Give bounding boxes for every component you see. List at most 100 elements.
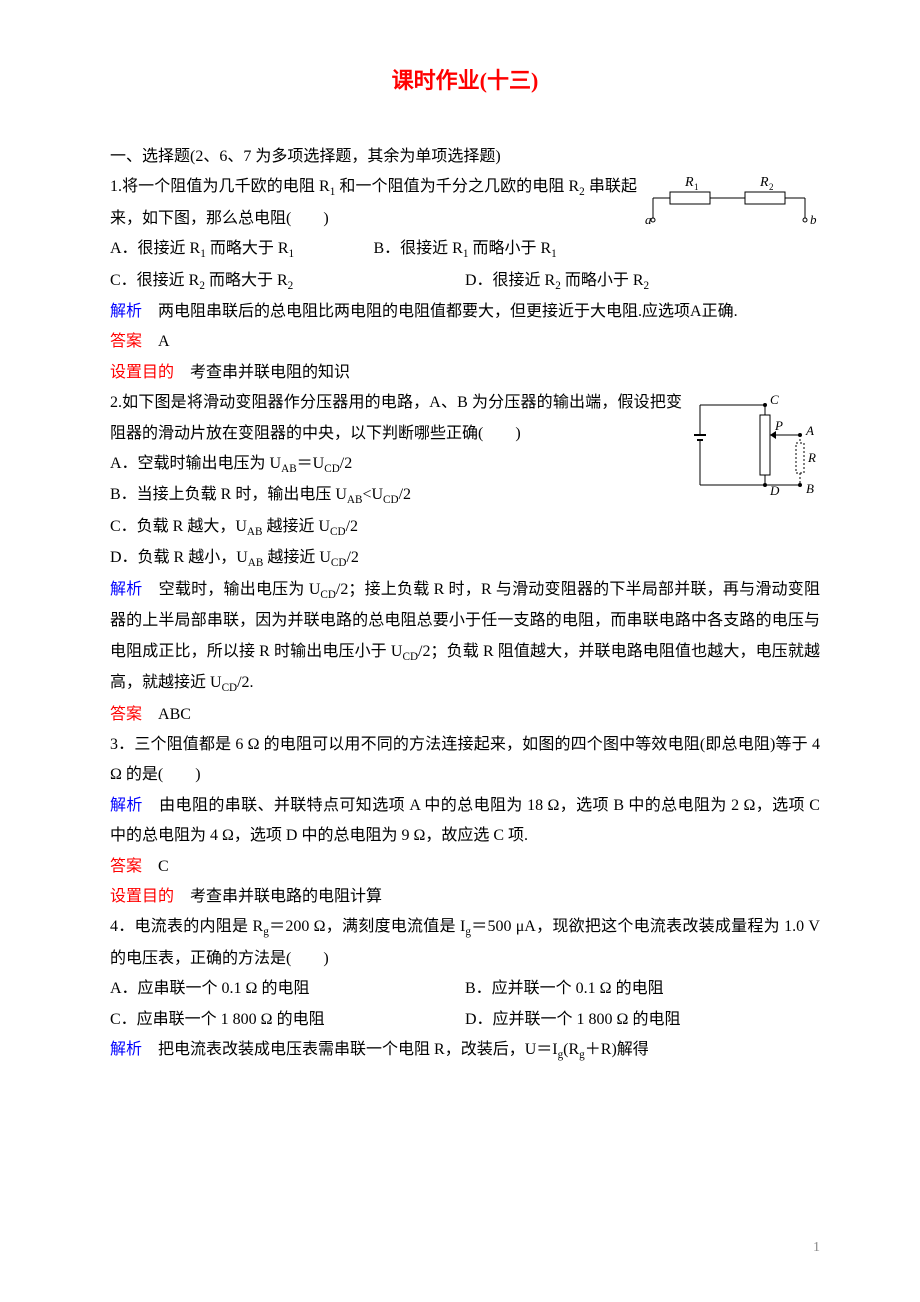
text: 1.将一个阻值为几千欧的电阻 R bbox=[110, 178, 330, 195]
text: 越接近 U bbox=[262, 518, 330, 535]
svg-text:P: P bbox=[774, 418, 783, 433]
question-1: R 1 R 2 a b 1.将一个阻值为几千欧的电阻 R 1 和一个阻值为千分之几… bbox=[110, 172, 820, 388]
q1-opt-a: A．很接近 R1 而略大于 R1 bbox=[110, 234, 374, 265]
q4-stem: 4．电流表的内阻是 Rg＝200 Ω，满刻度电流值是 Ig＝500 μA，现欲把… bbox=[110, 912, 820, 974]
sub: 1 bbox=[551, 248, 557, 260]
sub: CD bbox=[402, 651, 418, 663]
text: 两电阻串联后的总电阻比两电阻的电阻值都要大，但更接近于大电阻.应选项A正确. bbox=[142, 303, 738, 320]
purpose-label: 设置目的 bbox=[110, 888, 174, 905]
svg-text:A: A bbox=[805, 423, 814, 438]
text: ＋R)解得 bbox=[585, 1041, 649, 1058]
q3-purpose: 设置目的 考查串并联电路的电阻计算 bbox=[110, 882, 820, 912]
answer-label: 答案 bbox=[110, 706, 142, 723]
svg-text:D: D bbox=[769, 483, 780, 498]
sub: AB bbox=[347, 495, 363, 507]
text: <U bbox=[362, 486, 383, 503]
text: 把电流表改装成电压表需串联一个电阻 R，改装后，U＝I bbox=[142, 1041, 558, 1058]
text: 和一个阻值为千分之几欧的电阻 R bbox=[335, 178, 579, 195]
text: 由电阻的串联、并联特点可知选项 A 中的总电阻为 18 Ω，选项 B 中的总电阻… bbox=[110, 797, 820, 844]
text: /2. bbox=[237, 674, 253, 691]
svg-text:1: 1 bbox=[694, 182, 699, 192]
q4-opt-b: B．应并联一个 0.1 Ω 的电阻 bbox=[465, 974, 820, 1004]
text: 越接近 U bbox=[263, 549, 331, 566]
svg-text:a: a bbox=[645, 212, 652, 227]
text: 4．电流表的内阻是 R bbox=[110, 918, 263, 935]
q3-analysis: 解析 由电阻的串联、并联特点可知选项 A 中的总电阻为 18 Ω，选项 B 中的… bbox=[110, 791, 820, 852]
text: D．负载 R 越小，U bbox=[110, 549, 248, 566]
q1-analysis: 解析 两电阻串联后的总电阻比两电阻的电阻值都要大，但更接近于大电阻.应选项A正确… bbox=[110, 297, 820, 327]
text: A．空载时输出电压为 U bbox=[110, 455, 281, 472]
svg-text:R: R bbox=[807, 450, 816, 465]
q2-analysis: 解析 空载时，输出电压为 UCD/2；接上负载 R 时，R 与滑动变阻器的下半局… bbox=[110, 575, 820, 700]
q2-answer: 答案 ABC bbox=[110, 700, 820, 730]
svg-text:R: R bbox=[684, 175, 694, 190]
question-2: C P A R D B 2.如下图是将滑动变阻器作分压器用的电路，A、B 为分压… bbox=[110, 388, 820, 730]
q1-answer: 答案 A bbox=[110, 327, 820, 357]
q1-opt-c: C．很接近 R2 而略大于 R2 bbox=[110, 266, 465, 297]
text: A．很接近 R bbox=[110, 240, 200, 257]
purpose-label: 设置目的 bbox=[110, 364, 174, 381]
q2-opt-c: C．负载 R 越大，UAB 越接近 UCD/2 bbox=[110, 512, 820, 543]
q1-opt-d: D．很接近 R2 而略小于 R2 bbox=[465, 266, 820, 297]
text: C bbox=[142, 858, 169, 875]
text: /2 bbox=[399, 486, 411, 503]
sub: AB bbox=[281, 463, 297, 475]
q4-analysis: 解析 把电流表改装成电压表需串联一个电阻 R，改装后，U＝Ig(Rg＋R)解得 bbox=[110, 1035, 820, 1066]
text: 考查串并联电路的电阻计算 bbox=[174, 888, 382, 905]
text: 考查串并联电阻的知识 bbox=[174, 364, 350, 381]
svg-text:b: b bbox=[810, 212, 817, 227]
section-header: 一、选择题(2、6、7 为多项选择题，其余为单项选择题) bbox=[110, 142, 820, 172]
q2-figure: C P A R D B bbox=[690, 390, 820, 511]
q4-options-row2: C．应串联一个 1 800 Ω 的电阻 D．应并联一个 1 800 Ω 的电阻 bbox=[110, 1005, 820, 1035]
page-number: 1 bbox=[813, 1235, 820, 1262]
question-3: 3．三个阻值都是 6 Ω 的电阻可以用不同的方法连接起来，如图的四个图中等效电阻… bbox=[110, 730, 820, 912]
svg-text:B: B bbox=[806, 481, 814, 496]
text: D．很接近 R bbox=[465, 272, 555, 289]
svg-text:R: R bbox=[759, 175, 769, 190]
q1-purpose: 设置目的 考查串并联电阻的知识 bbox=[110, 358, 820, 388]
q1-options-row1: A．很接近 R1 而略大于 R1 B．很接近 R1 而略小于 R1 bbox=[110, 234, 637, 265]
answer-label: 答案 bbox=[110, 858, 142, 875]
q3-stem: 3．三个阻值都是 6 Ω 的电阻可以用不同的方法连接起来，如图的四个图中等效电阻… bbox=[110, 730, 820, 791]
sub: AB bbox=[247, 526, 263, 538]
svg-text:C: C bbox=[770, 392, 779, 407]
q4-opt-a: A．应串联一个 0.1 Ω 的电阻 bbox=[110, 974, 465, 1004]
q1-options-row2: C．很接近 R2 而略大于 R2 D．很接近 R2 而略小于 R2 bbox=[110, 266, 820, 297]
sub: CD bbox=[320, 589, 336, 601]
text: 而略大于 R bbox=[206, 240, 289, 257]
text: ABC bbox=[142, 706, 191, 723]
text: (R bbox=[563, 1041, 579, 1058]
text: ＝200 Ω，满刻度电流值是 I bbox=[269, 918, 466, 935]
text: B．很接近 R bbox=[374, 240, 463, 257]
text: ＝U bbox=[297, 455, 325, 472]
sub: CD bbox=[383, 495, 399, 507]
svg-text:2: 2 bbox=[769, 182, 774, 192]
text: 而略小于 R bbox=[561, 272, 644, 289]
q1-figure: R 1 R 2 a b bbox=[645, 174, 820, 241]
text: /2 bbox=[346, 518, 358, 535]
text: /2 bbox=[340, 455, 352, 472]
page: 课时作业(十三) 一、选择题(2、6、7 为多项选择题，其余为单项选择题) R … bbox=[0, 0, 920, 1302]
text: 而略大于 R bbox=[205, 272, 288, 289]
text: A bbox=[142, 333, 170, 350]
sub: 2 bbox=[288, 280, 294, 292]
q4-options-row1: A．应串联一个 0.1 Ω 的电阻 B．应并联一个 0.1 Ω 的电阻 bbox=[110, 974, 820, 1004]
q2-opt-d: D．负载 R 越小，UAB 越接近 UCD/2 bbox=[110, 543, 820, 574]
text: 而略小于 R bbox=[468, 240, 551, 257]
text: /2 bbox=[346, 549, 358, 566]
sub: CD bbox=[331, 558, 347, 570]
answer-label: 答案 bbox=[110, 333, 142, 350]
sub: AB bbox=[248, 558, 264, 570]
text: B．当接上负载 R 时，输出电压 U bbox=[110, 486, 347, 503]
q1-opt-b: B．很接近 R1 而略小于 R1 bbox=[374, 234, 638, 265]
q3-answer: 答案 C bbox=[110, 852, 820, 882]
sub: 1 bbox=[289, 248, 295, 260]
sub: CD bbox=[222, 682, 238, 694]
q4-opt-d: D．应并联一个 1 800 Ω 的电阻 bbox=[465, 1005, 820, 1035]
analysis-label: 解析 bbox=[110, 1041, 142, 1058]
page-title: 课时作业(十三) bbox=[110, 60, 820, 102]
analysis-label: 解析 bbox=[110, 797, 143, 814]
text: 空载时，输出电压为 U bbox=[142, 581, 320, 598]
sub: CD bbox=[324, 463, 340, 475]
question-4: 4．电流表的内阻是 Rg＝200 Ω，满刻度电流值是 Ig＝500 μA，现欲把… bbox=[110, 912, 820, 1066]
